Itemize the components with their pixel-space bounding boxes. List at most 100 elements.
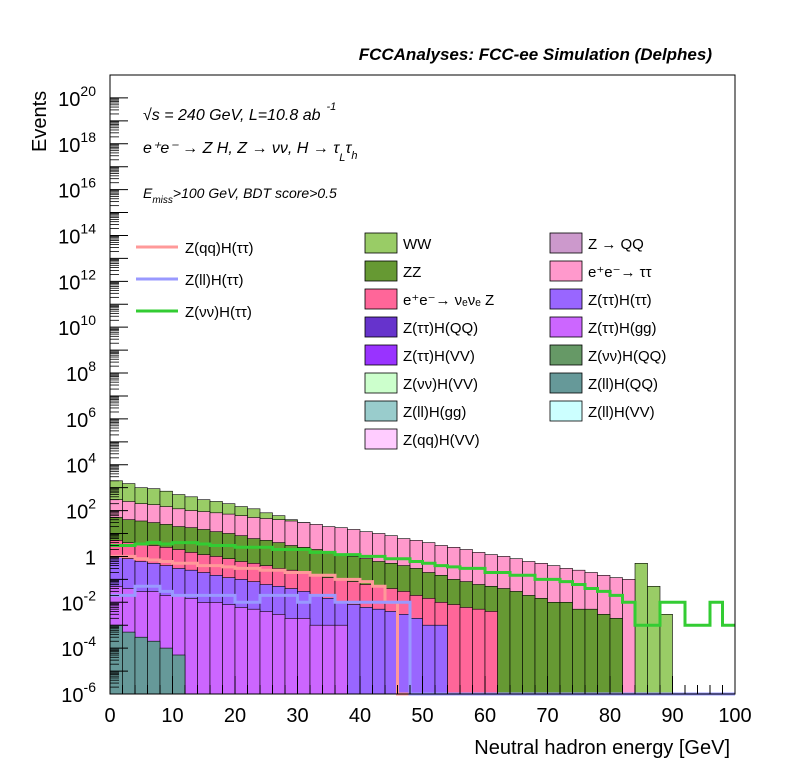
y-tick-label: 1018 <box>58 129 96 157</box>
stack-bin-eett <box>622 579 636 695</box>
stack-bin-tttt <box>422 624 436 695</box>
legend-bkg-col2-swatch <box>549 316 583 338</box>
stack-bin-tttt <box>359 607 373 695</box>
y-tick-label: 1020 <box>58 83 96 111</box>
y-tick-label: 108 <box>66 358 96 386</box>
y-tick-label: 1014 <box>58 220 96 248</box>
stack-bin-llqq <box>134 636 148 695</box>
y-axis-label: Events <box>29 91 51 152</box>
legend-bkg-col2-label: Z(ll)H(QQ) <box>588 376 658 393</box>
stack-bin-tttt <box>347 604 361 695</box>
stack-bin-zz <box>609 617 623 695</box>
legend-signal-label: Z(νν)H(ττ) <box>185 304 252 321</box>
x-tick-label: 40 <box>349 705 371 727</box>
process-text: e⁺e⁻ → Z H, Z → νν, H → τ <box>143 140 340 157</box>
x-tick-label: 90 <box>661 705 683 727</box>
process-tau: τ <box>345 140 352 157</box>
stack-bin-zz <box>559 601 573 695</box>
legend-bkg-col1-swatch <box>364 428 398 450</box>
stack-bin-ttgg <box>309 624 323 695</box>
x-tick-label: 100 <box>718 705 751 727</box>
stack-bin-ttgg <box>222 604 236 695</box>
stack-bin-tttt <box>434 624 448 695</box>
legend-bkg-col1-label: e⁺e⁻→ νₑνₑ Z <box>403 292 494 309</box>
process-annotation: e⁺e⁻ → Z H, Z → νν, H → τLτh <box>143 140 357 164</box>
svg-text:e⁺e⁻ → Z H, Z → νν, H → τLτh: e⁺e⁻ → Z H, Z → νν, H → τLτh <box>143 140 357 164</box>
stack-bin-ttgg <box>284 617 298 695</box>
legend-bkg-col1-label: ZZ <box>403 264 421 281</box>
y-tick-label: 1012 <box>58 266 96 294</box>
stack-bin-zz <box>547 601 561 695</box>
legend-bkg-col1-label: Z(ττ)H(VV) <box>403 348 475 365</box>
x-tick-label: 50 <box>411 705 433 727</box>
stack-bin-zz <box>522 595 536 695</box>
x-tick-label: 20 <box>224 705 246 727</box>
stack-bin-llqq <box>109 624 123 695</box>
stack-bin-ttgg <box>322 624 336 695</box>
process-sub-l: L <box>339 152 345 164</box>
y-tick-label: 102 <box>66 496 96 524</box>
stack-bin-llqq <box>172 654 186 695</box>
legend-signal-label: Z(qq)H(ττ) <box>185 240 254 257</box>
legend-bkg-col2-swatch <box>549 400 583 422</box>
y-tick-label: 1 <box>85 547 96 569</box>
x-tick-label: 0 <box>104 705 115 727</box>
legend-bkg-col2-swatch <box>549 344 583 366</box>
legend-bkg-col1-label: Z(ττ)H(QQ) <box>403 320 478 337</box>
y-tick-label: 10-2 <box>61 587 96 615</box>
legend-bkg-col1-swatch <box>364 316 398 338</box>
stack-bin-ww <box>647 585 661 695</box>
y-tick-label: 10-6 <box>61 679 96 707</box>
legend-bkg-col1-swatch <box>364 288 398 310</box>
cut-text: >100 GeV, BDT score>0.5 <box>173 185 337 201</box>
selection-annotation: Emiss>100 GeV, BDT score>0.5 <box>143 185 337 206</box>
stack-bin-zz <box>597 613 611 695</box>
legend-bkg-col1-swatch <box>364 260 398 282</box>
legend-bkg-col2-label: Z(νν)H(QQ) <box>588 348 666 365</box>
signal-line-3 <box>110 541 735 627</box>
legend-bkg-col1-label: Z(qq)H(VV) <box>403 432 480 449</box>
legend-bkg-col1-swatch <box>364 400 398 422</box>
x-tick-label: 70 <box>536 705 558 727</box>
legend-bkg-col1-swatch <box>364 372 398 394</box>
stacked-background-histograms <box>109 480 673 695</box>
energy-lumi-text: √s = 240 GeV, L=10.8 ab <box>143 107 321 124</box>
legend-bkg-col2-swatch <box>549 260 583 282</box>
x-tick-label: 80 <box>599 705 621 727</box>
stack-bin-ww <box>659 613 673 695</box>
legend-bkg-col1-label: Z(ll)H(gg) <box>403 404 466 421</box>
stack-bin-ttgg <box>272 613 286 695</box>
stack-bin-ww <box>634 562 648 695</box>
y-tick-label: 106 <box>66 404 96 432</box>
stack-bin-ttgg <box>259 611 273 695</box>
stack-bin-ttgg <box>234 607 248 695</box>
stack-bin-llqq <box>159 647 173 695</box>
y-tick-label: 1010 <box>58 312 96 340</box>
y-tick-label: 1016 <box>58 175 96 203</box>
x-tick-label: 30 <box>286 705 308 727</box>
stack-bin-zz <box>572 608 586 695</box>
stack-bin-nunuz <box>472 608 486 695</box>
stack-bin-tttt <box>397 613 411 695</box>
x-tick-label: 60 <box>474 705 496 727</box>
x-axis-label: Neutral hadron energy [GeV] <box>474 737 730 759</box>
stack-bin-nunuz <box>484 611 498 695</box>
legend-bkg-col2-swatch <box>549 232 583 254</box>
stack-bin-ttgg <box>209 601 223 695</box>
stack-bin-tttt <box>372 608 386 695</box>
process-sub-h: h <box>351 150 357 162</box>
stack-bin-zz <box>509 591 523 695</box>
legend-bkg-col1-label: Z(νν)H(VV) <box>403 376 478 393</box>
legend: Z(qq)H(ττ) Z(ll)H(ττ) Z(νν)H(ττ) WW ZZ e⁺e⁻→ … <box>136 232 666 450</box>
stack-bin-ttgg <box>247 608 261 695</box>
cut-prefix: E <box>143 185 153 201</box>
stack-bin-tttt <box>409 617 423 695</box>
legend-bkg-col2-swatch <box>549 288 583 310</box>
cut-subscript: miss <box>152 195 173 206</box>
svg-text:Emiss>100 GeV, BDT score>0.5: Emiss>100 GeV, BDT score>0.5 <box>143 185 337 206</box>
stack-bin-zz <box>497 588 511 695</box>
stack-bin-nunuz <box>459 607 473 695</box>
legend-bkg-col2-label: Z → QQ <box>588 236 644 253</box>
x-tick-label: 10 <box>161 705 183 727</box>
